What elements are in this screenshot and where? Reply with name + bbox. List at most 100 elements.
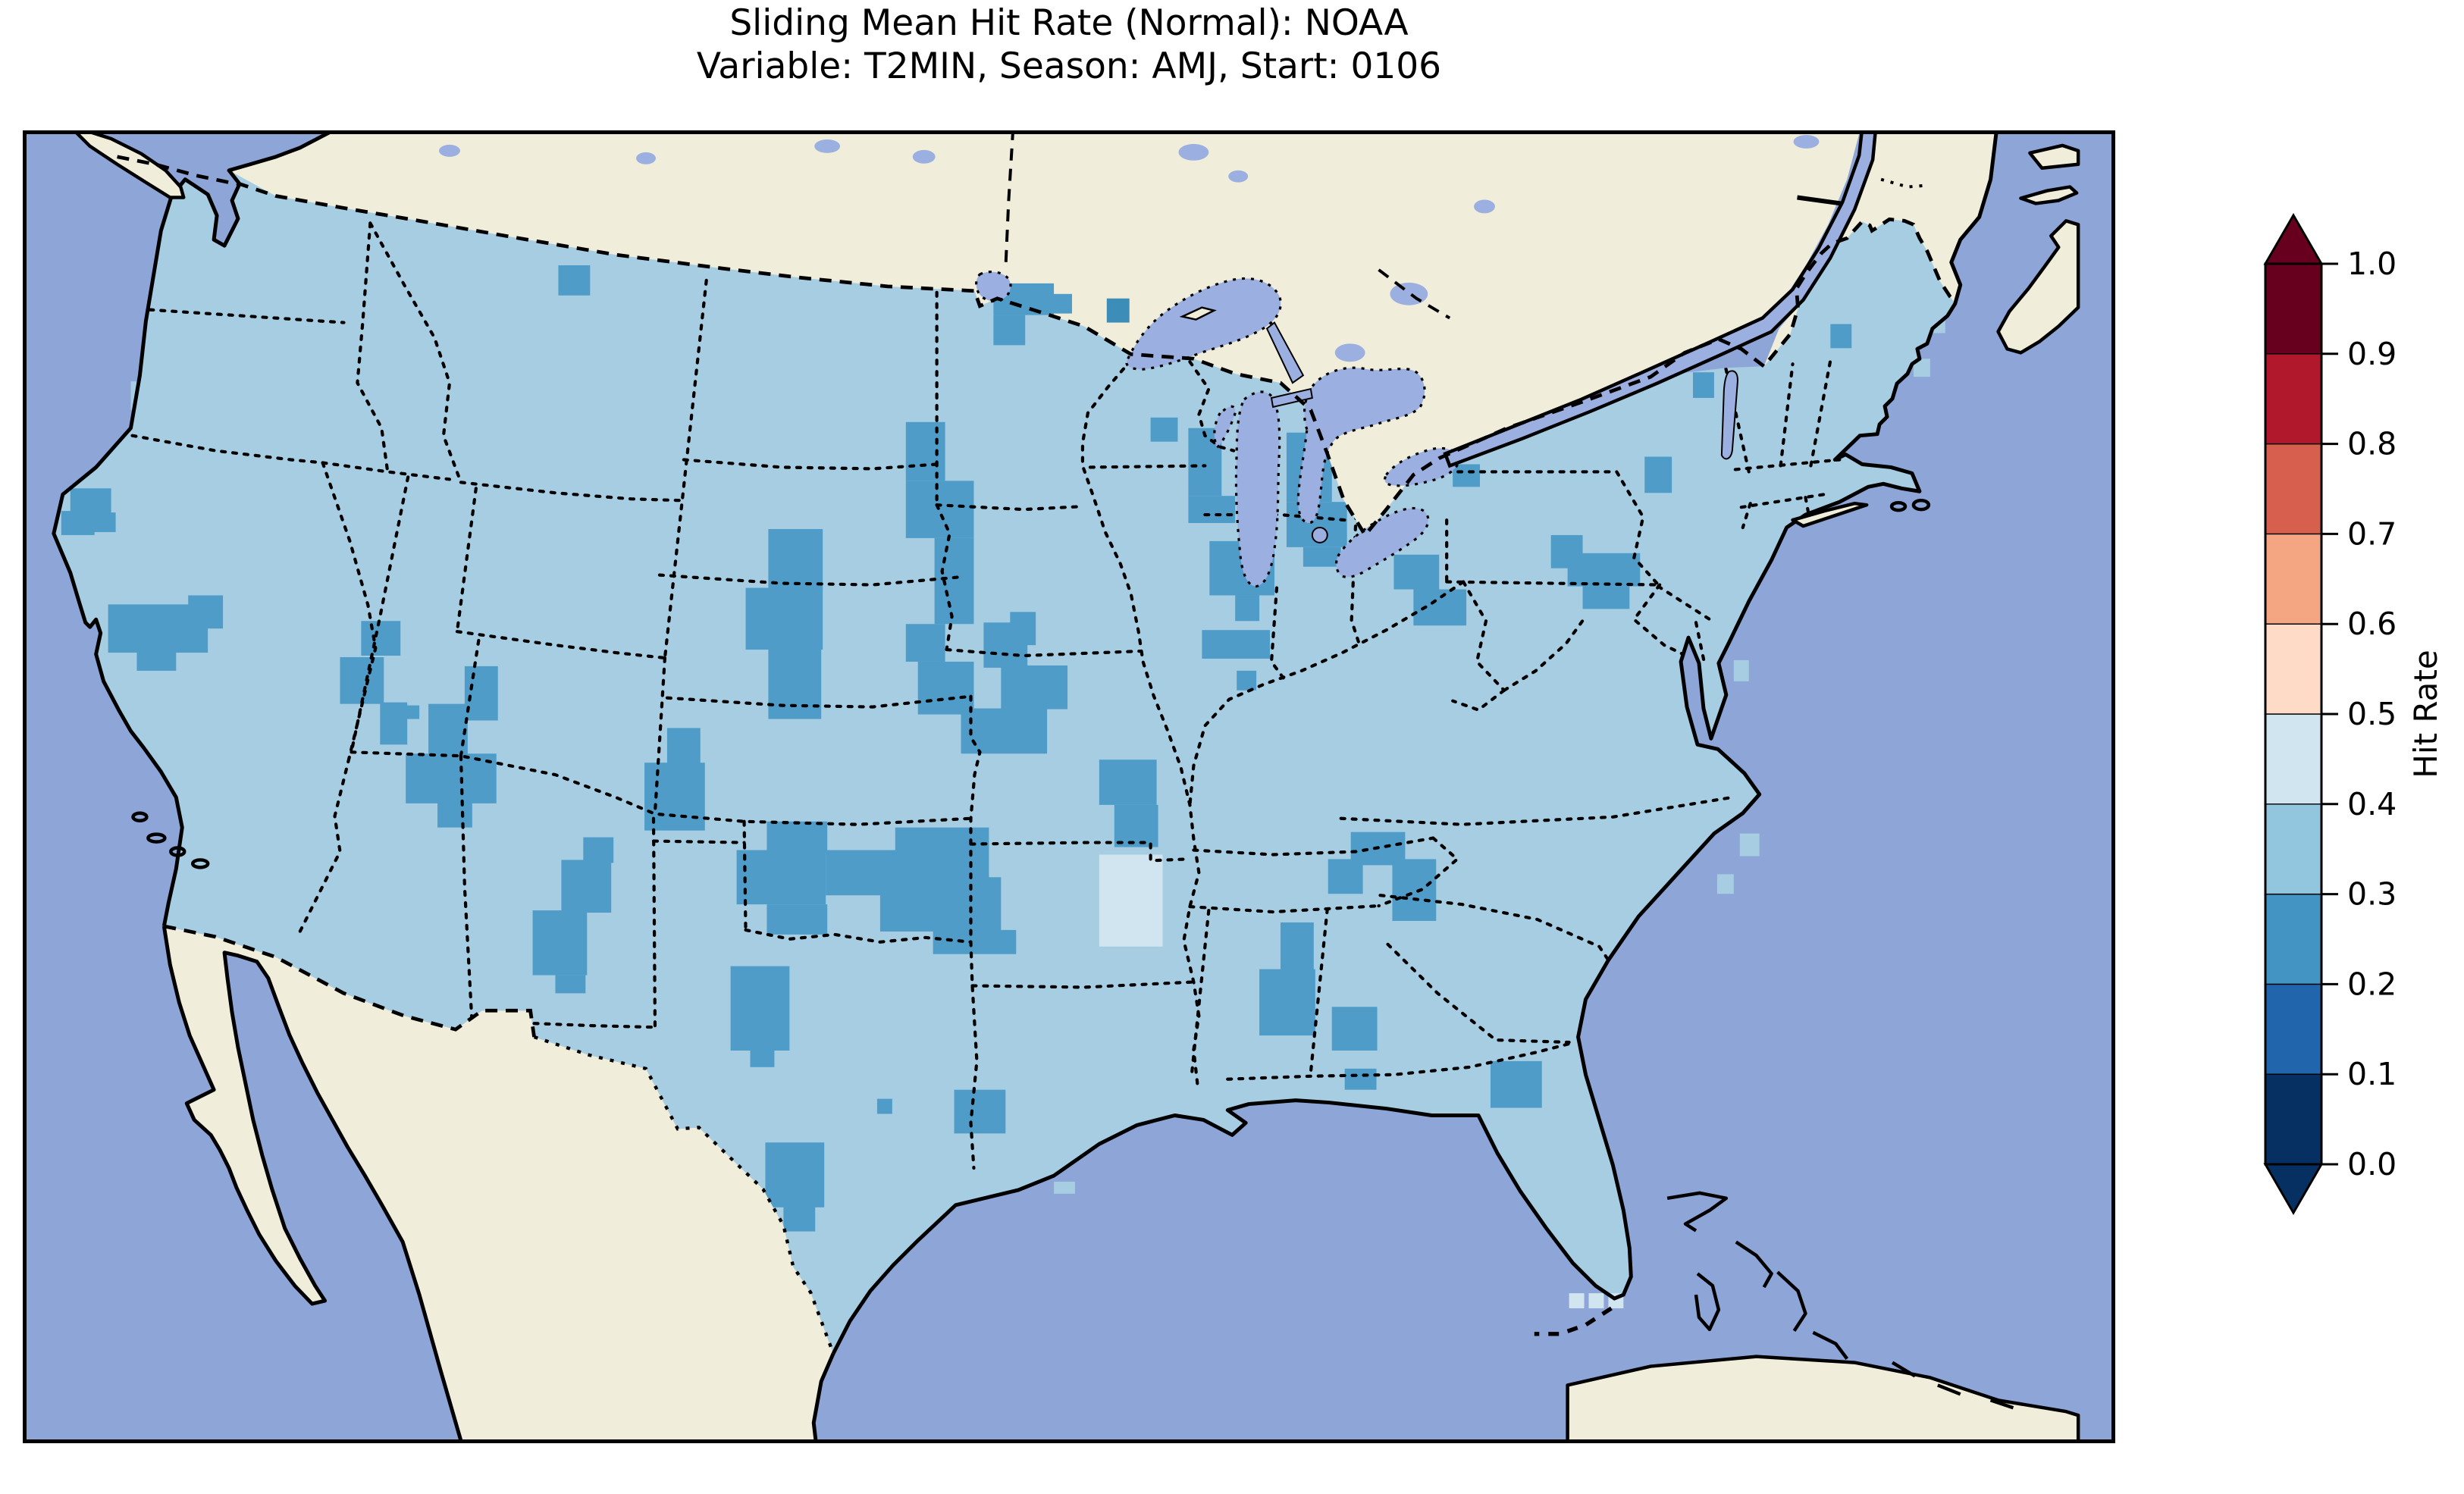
prince-edward-island bbox=[2019, 185, 2079, 205]
grid-cell-wisconsin bbox=[1188, 496, 1236, 524]
us-canada-border bbox=[117, 155, 1957, 539]
grid-cell-nevada-utah bbox=[406, 753, 497, 803]
channel-island-2 bbox=[146, 832, 167, 844]
grid-cell-vermont-border bbox=[1693, 372, 1714, 398]
colorbar-segment bbox=[2265, 803, 2322, 895]
grid-cell-coastal-fringe bbox=[1733, 659, 1749, 681]
country-borders bbox=[117, 155, 1957, 1355]
chart-title: Sliding Mean Hit Rate (Normal): NOAA Var… bbox=[23, 2, 2115, 89]
grid-cell-coastal-georgia bbox=[1490, 1060, 1542, 1108]
province-borders bbox=[1004, 134, 1927, 320]
colorbar-tick-label: 1.0 bbox=[2347, 246, 2397, 282]
chart-title-line2: Variable: T2MIN, Season: AMJ, Start: 010… bbox=[696, 45, 1442, 88]
straits-of-mackinac bbox=[1270, 387, 1313, 409]
green-bay bbox=[1213, 405, 1237, 450]
channel-island-3 bbox=[169, 846, 187, 857]
bahamas-eleuthera bbox=[1776, 1270, 1807, 1333]
mexico-land bbox=[164, 926, 834, 1439]
grid-cell-texas-cell bbox=[876, 1098, 892, 1114]
colorbar: 0.0 0.1 0.2 0.3 0.4 0.5 0.6 0.7 0.8 0.9 1.0 Hit Ra… bbox=[2263, 213, 2444, 1215]
grid-cell-maine-west bbox=[1830, 324, 1852, 349]
grid-cell-nevada-utah bbox=[380, 702, 408, 745]
anticosti-island bbox=[2028, 143, 2080, 170]
nantucket bbox=[1911, 498, 1931, 512]
grid-cell-arkansas-light bbox=[1099, 854, 1163, 947]
gulf-atlantic-coast bbox=[831, 134, 1998, 1355]
grid-cell-north-california bbox=[92, 512, 116, 532]
grid-cell-west-missouri bbox=[961, 708, 1048, 754]
map-panel bbox=[23, 130, 2115, 1443]
canada-lakes bbox=[439, 134, 1820, 362]
coastlines bbox=[52, 134, 1998, 1439]
colorbar-segment bbox=[2265, 353, 2322, 445]
grid-cell-coastal-fringe bbox=[1913, 359, 1930, 377]
grid-cell-texas-south bbox=[783, 1205, 816, 1232]
grid-cell-nevada-utah bbox=[340, 656, 384, 704]
grid-cell-sierra-nevada bbox=[136, 651, 177, 671]
grid-cell-new-mexico bbox=[561, 860, 612, 913]
grid-cell-pennsylvania bbox=[1582, 586, 1630, 609]
grid-cell-oklahoma-arkansas bbox=[879, 877, 1002, 932]
grid-cell-florida-keys-light bbox=[1588, 1293, 1604, 1309]
grid-cell-nebraska-kansas bbox=[768, 528, 823, 590]
colorbar-tick-label: 0.7 bbox=[2347, 515, 2397, 552]
colorbar-ticks: 0.0 0.1 0.2 0.3 0.4 0.5 0.6 0.7 0.8 0.9 1.0 bbox=[2321, 246, 2397, 1182]
lake-erie bbox=[1334, 506, 1430, 578]
grid-cell-south-georgia bbox=[1331, 1007, 1378, 1051]
grid-cell-louisiana bbox=[954, 1089, 1006, 1134]
colorbar-axis-label: Hit Rate bbox=[2407, 650, 2444, 778]
islands bbox=[75, 134, 2080, 1439]
colorbar-tick-label: 0.2 bbox=[2347, 966, 2397, 1002]
chart-title-line1: Sliding Mean Hit Rate (Normal): NOAA bbox=[729, 2, 1409, 44]
colorbar-segment bbox=[2265, 983, 2322, 1075]
pacific-coast bbox=[52, 134, 331, 927]
long-island bbox=[1791, 501, 1869, 528]
great-lakes bbox=[975, 270, 1738, 588]
grid-cell-nebraska-kansas bbox=[768, 648, 822, 719]
colorbar-segment bbox=[2265, 533, 2322, 625]
colorbar-under-arrow bbox=[2263, 1163, 2324, 1215]
bahamas-andros bbox=[1694, 1272, 1721, 1332]
grid-cell-new-york-pennsylvania bbox=[1453, 464, 1481, 487]
colorbar-tick-label: 0.6 bbox=[2347, 606, 2397, 642]
colorbar-tick-label: 0.1 bbox=[2347, 1056, 2397, 1092]
marthas-vineyard bbox=[1889, 500, 1908, 512]
grid-cell-nebraska-kansas bbox=[745, 587, 823, 650]
grid-cell-sierra-nevada bbox=[188, 595, 224, 629]
colorbar-segments bbox=[2265, 263, 2322, 1165]
grid-cells bbox=[61, 265, 1672, 1232]
us-hit-rate-map bbox=[27, 134, 2111, 1439]
grid-cell-chicago-indiana bbox=[1235, 595, 1260, 622]
lake-st-clair bbox=[1311, 526, 1328, 543]
grid-cell-alabama bbox=[1280, 922, 1314, 979]
saguenay-river bbox=[1797, 195, 1842, 206]
grid-cell-minnesota-dakota bbox=[905, 624, 945, 662]
cuba bbox=[1566, 1355, 2080, 1439]
grid-cell-tennessee-valley bbox=[1392, 859, 1437, 921]
grid-cell-ozarks bbox=[1099, 760, 1157, 805]
grid-cell-oklahoma bbox=[736, 850, 826, 905]
grid-cell-oklahoma-arkansas bbox=[895, 827, 989, 879]
grid-cell-texas-north bbox=[750, 1050, 775, 1067]
colorbar-tick-label: 0.5 bbox=[2347, 696, 2397, 732]
bahamas-long-island bbox=[1812, 1330, 1849, 1360]
rio-grande-border bbox=[533, 1035, 835, 1355]
grid-cell-new-mexico bbox=[583, 837, 614, 863]
channel-island-1 bbox=[131, 811, 149, 822]
florida-keys bbox=[1534, 1306, 1613, 1336]
grid-cell-alabama bbox=[1259, 969, 1315, 1036]
grid-cell-new-mexico bbox=[555, 975, 586, 994]
grid-cell-minnesota-dakota bbox=[905, 421, 945, 481]
state-borders bbox=[130, 221, 1842, 1170]
colorbar-segment bbox=[2265, 713, 2322, 805]
grid-cell-oklahoma bbox=[766, 821, 828, 853]
us-mexico-border bbox=[163, 924, 536, 1038]
grid-cell-coastal-fringe bbox=[1202, 1098, 1225, 1111]
grid-cell-oklahoma bbox=[766, 904, 828, 935]
grid-cell-adirondack bbox=[1644, 456, 1672, 493]
grid-cell-minnesota-dakota bbox=[905, 481, 974, 538]
grid-cell-oklahoma-arkansas bbox=[933, 929, 1017, 954]
grid-cell-lake-superior-shore bbox=[1106, 298, 1130, 323]
grid-cell-tennessee-valley bbox=[1328, 859, 1363, 894]
vancouver-island bbox=[75, 134, 186, 199]
